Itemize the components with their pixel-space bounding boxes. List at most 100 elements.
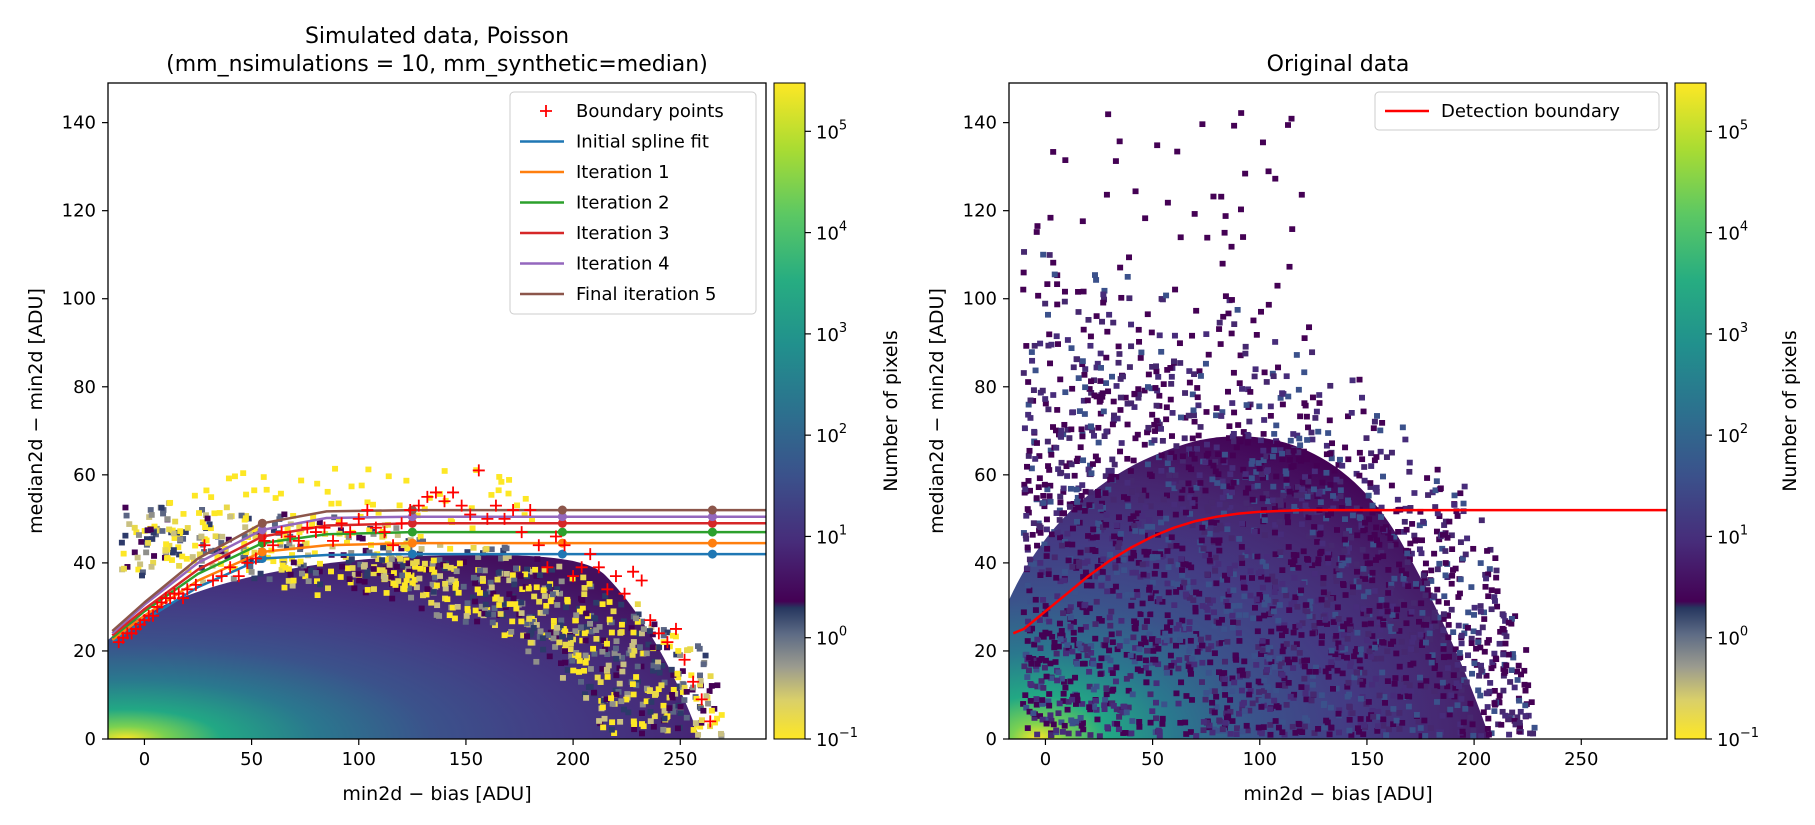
heatmap-cell xyxy=(635,611,642,618)
heatmap-cell xyxy=(1097,410,1104,417)
boundary-point xyxy=(524,504,537,517)
heatmap-cell xyxy=(552,644,559,650)
heatmap-cell xyxy=(1229,400,1236,406)
heatmap-cell xyxy=(1409,521,1416,527)
heatmap-cell xyxy=(1369,502,1376,509)
heatmap-cell xyxy=(218,540,225,546)
heatmap-cell xyxy=(1116,540,1123,546)
heatmap-cell xyxy=(1345,456,1352,463)
heatmap-cell xyxy=(562,659,569,666)
heatmap-cell xyxy=(1259,647,1266,654)
heatmap-cell xyxy=(1211,688,1218,695)
heatmap-cell xyxy=(1294,603,1301,610)
heatmap-cell xyxy=(1087,342,1094,349)
heatmap-cell xyxy=(1219,409,1226,415)
heatmap-cell xyxy=(1223,608,1230,614)
heatmap-cell xyxy=(1177,234,1184,241)
heatmap-cell xyxy=(225,536,232,543)
heatmap-cell xyxy=(251,549,258,556)
heatmap-cell xyxy=(1112,158,1119,164)
heatmap-cell xyxy=(1035,484,1042,491)
heatmap-cell xyxy=(1055,643,1062,650)
heatmap-cell xyxy=(1406,556,1413,563)
heatmap-cell xyxy=(1189,435,1196,442)
heatmap-cell xyxy=(1356,657,1363,664)
heatmap-cell xyxy=(1074,660,1081,667)
heatmap-cell xyxy=(568,653,575,660)
heatmap-cell xyxy=(567,640,574,647)
heatmap-cell xyxy=(1185,663,1192,669)
heatmap-cell xyxy=(1139,528,1145,535)
heatmap-cell xyxy=(1082,366,1089,372)
heatmap-cell xyxy=(1163,416,1170,423)
heatmap-cell xyxy=(1291,656,1298,663)
heatmap-cell xyxy=(1369,569,1376,576)
heatmap-cell xyxy=(1424,587,1431,593)
heatmap-cell xyxy=(1042,603,1049,609)
heatmap-cell xyxy=(1491,708,1498,714)
heatmap-cell xyxy=(1172,511,1179,518)
heatmap-cell xyxy=(1191,633,1198,640)
heatmap-cell xyxy=(1378,655,1385,662)
heatmap-cell xyxy=(1143,618,1150,624)
heatmap-cell xyxy=(1473,645,1480,652)
heatmap-cell xyxy=(613,672,620,679)
heatmap-cell xyxy=(1025,618,1032,625)
heatmap-cell xyxy=(1233,657,1240,663)
heatmap-cell xyxy=(502,555,509,561)
heatmap-cell xyxy=(1227,697,1234,703)
heatmap-cell xyxy=(1097,397,1104,404)
heatmap-cell xyxy=(1087,333,1094,340)
heatmap-cell xyxy=(1356,514,1363,521)
heatmap-cell xyxy=(1338,562,1345,569)
heatmap-cell xyxy=(1453,680,1460,687)
heatmap-cell xyxy=(1159,598,1166,605)
heatmap-cell xyxy=(429,560,436,567)
heatmap-cell xyxy=(620,618,627,625)
heatmap-cell xyxy=(597,679,604,685)
heatmap-cell xyxy=(1349,377,1356,384)
heatmap-cell xyxy=(582,659,589,666)
boundary-point xyxy=(678,653,691,666)
heatmap-cell xyxy=(558,578,565,585)
heatmap-cell xyxy=(1182,591,1189,598)
heatmap-cell xyxy=(1240,466,1247,473)
heatmap-cell xyxy=(1457,576,1464,583)
heatmap-cell xyxy=(518,618,525,625)
heatmap-cell xyxy=(436,613,443,619)
heatmap-cell xyxy=(252,533,259,540)
heatmap-cell xyxy=(462,619,469,625)
heatmap-cell xyxy=(451,615,458,622)
left-boundary-points xyxy=(112,464,717,728)
heatmap-cell xyxy=(287,571,294,578)
heatmap-cell xyxy=(1057,578,1064,585)
heatmap-cell xyxy=(1073,692,1080,699)
heatmap-cell xyxy=(376,570,383,577)
heatmap-cell xyxy=(498,479,505,485)
heatmap-cell xyxy=(1195,492,1202,498)
heatmap-cell xyxy=(1420,572,1427,579)
heatmap-cell xyxy=(606,599,613,605)
heatmap-cell xyxy=(676,683,683,690)
heatmap-cell xyxy=(1168,534,1175,541)
heatmap-cell xyxy=(1212,567,1219,574)
heatmap-cell xyxy=(1272,506,1279,512)
heatmap-cell xyxy=(1168,467,1175,473)
heatmap-cell xyxy=(1175,561,1182,568)
heatmap-cell xyxy=(1496,692,1503,699)
heatmap-cell xyxy=(464,600,471,607)
heatmap-cell xyxy=(1172,286,1179,293)
y-tick-label: 120 xyxy=(963,201,997,222)
heatmap-cell xyxy=(1272,175,1279,182)
heatmap-cell xyxy=(428,599,435,606)
heatmap-cell xyxy=(581,585,588,591)
heatmap-cell xyxy=(1389,612,1396,618)
heatmap-cell xyxy=(1121,494,1127,500)
series-line xyxy=(111,508,766,633)
boundary-point xyxy=(284,530,297,543)
heatmap-cell xyxy=(1140,487,1147,494)
heatmap-cell xyxy=(1320,575,1327,581)
heatmap-cell xyxy=(1149,579,1156,586)
heatmap-cell xyxy=(1424,626,1431,633)
heatmap-cell xyxy=(1246,418,1253,425)
